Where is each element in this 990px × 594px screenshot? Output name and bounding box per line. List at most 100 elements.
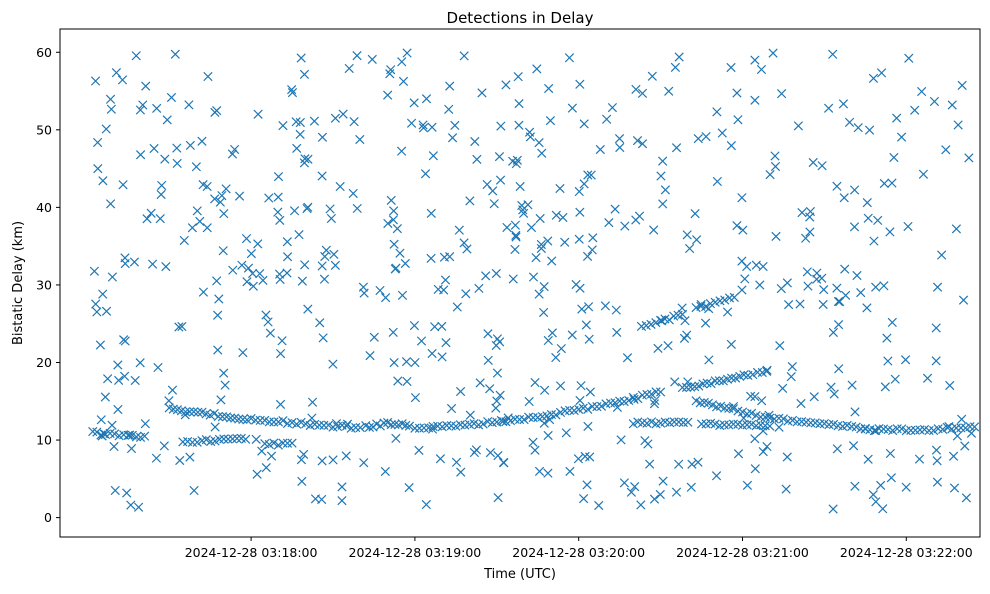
detection-marker (626, 487, 636, 497)
detection-marker (525, 132, 536, 142)
track-marker (710, 376, 720, 386)
detection-marker (435, 454, 446, 464)
detection-marker (107, 272, 118, 282)
detection-marker (692, 235, 702, 245)
detection-marker (868, 489, 878, 500)
track-marker (739, 370, 749, 380)
detection-marker (619, 478, 630, 488)
detection-marker (643, 439, 653, 449)
detection-marker (238, 347, 248, 358)
detection-marker (414, 445, 424, 455)
detection-marker (616, 435, 626, 445)
detection-marker (742, 261, 752, 272)
detection-marker (784, 299, 794, 310)
detection-marker (157, 180, 167, 191)
detection-marker (931, 445, 942, 455)
track-marker (728, 419, 739, 429)
detection-marker (556, 343, 566, 354)
detection-marker (96, 415, 106, 425)
detection-marker (418, 123, 429, 133)
detection-marker (388, 327, 398, 337)
detection-marker (856, 287, 866, 298)
detection-marker (386, 195, 396, 206)
track-marker (583, 404, 593, 414)
detection-marker (674, 52, 684, 62)
detection-marker (197, 136, 207, 146)
detection-marker (392, 223, 402, 234)
detection-marker (539, 385, 550, 395)
detection-marker (459, 238, 469, 248)
detection-marker (380, 466, 390, 477)
detection-marker (344, 63, 354, 74)
detection-marker (670, 377, 680, 387)
detection-marker (229, 144, 240, 155)
detection-marker (216, 395, 226, 405)
detection-marker (475, 378, 485, 388)
detection-marker (444, 104, 454, 114)
detection-marker (786, 372, 796, 382)
detection-marker (750, 95, 760, 105)
detection-marker (528, 437, 538, 447)
detection-marker (524, 396, 534, 407)
detection-marker (876, 480, 886, 490)
track-marker (778, 414, 789, 424)
detection-marker (90, 76, 101, 86)
detection-marker (446, 403, 457, 414)
detection-marker (297, 276, 307, 286)
detection-marker (511, 232, 521, 242)
detection-marker (503, 413, 513, 423)
detection-marker (726, 62, 736, 73)
detection-marker (545, 115, 556, 126)
detection-marker (634, 211, 645, 221)
detection-marker (701, 131, 711, 142)
detection-marker (300, 154, 310, 164)
track-marker (714, 376, 724, 386)
detection-marker (462, 244, 472, 254)
y-tick-label: 10 (36, 433, 52, 448)
detection-marker (833, 320, 844, 330)
detection-marker (107, 420, 117, 430)
detection-marker (544, 414, 555, 425)
track-marker (720, 403, 730, 413)
detection-marker (264, 193, 274, 203)
detection-marker (317, 456, 327, 466)
detection-marker (750, 464, 760, 474)
detection-marker (195, 216, 205, 227)
detection-marker (847, 380, 857, 390)
detection-marker (750, 55, 760, 65)
detection-marker (257, 446, 267, 456)
detection-marker (275, 348, 286, 359)
detection-marker (555, 183, 565, 194)
detection-marker (395, 248, 405, 258)
detection-marker (567, 330, 577, 340)
detection-marker (192, 206, 202, 216)
detection-marker (885, 227, 895, 237)
detection-marker (234, 191, 245, 201)
detection-marker (217, 190, 227, 201)
detection-marker (103, 374, 113, 384)
detection-marker (961, 493, 972, 503)
detection-marker (904, 53, 914, 63)
track-marker (690, 382, 700, 392)
detection-marker (726, 339, 736, 350)
detection-marker (664, 86, 674, 96)
track-marker (646, 389, 657, 399)
detection-marker (796, 398, 806, 409)
detection-marker (465, 196, 475, 206)
detection-marker (352, 50, 362, 61)
detection-marker (491, 268, 501, 279)
detection-marker (869, 236, 879, 246)
track-marker (319, 420, 329, 431)
track-marker (519, 414, 529, 425)
detection-marker (278, 121, 288, 131)
detection-marker (317, 261, 327, 271)
detection-marker (530, 445, 540, 455)
track-marker (269, 438, 279, 448)
detection-marker (210, 422, 220, 432)
detection-marker (318, 333, 328, 343)
track-marker (214, 434, 225, 444)
detection-marker (636, 500, 646, 510)
detection-marker (885, 448, 896, 459)
track-marker (193, 407, 203, 417)
detection-marker (645, 459, 655, 469)
